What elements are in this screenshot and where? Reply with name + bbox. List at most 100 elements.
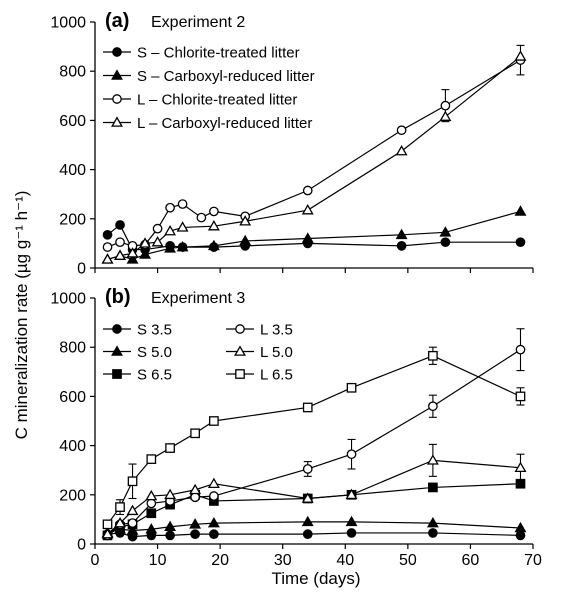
- data-point: [514, 205, 527, 216]
- series-l-6-5: [102, 346, 526, 530]
- y-tick-label: 200: [59, 487, 86, 504]
- data-point: [428, 401, 438, 412]
- data-point: [346, 528, 357, 538]
- chart-panel-a: 0 200 400 600 800 1000 (a) Experiment 2 S – Chlo…: [50, 10, 534, 278]
- x-axis-title: Time (days): [271, 569, 360, 588]
- data-point: [115, 502, 125, 512]
- data-point: [515, 237, 526, 248]
- data-point: [209, 206, 219, 217]
- x-tick-label: 0: [91, 552, 100, 569]
- y-tick-label: 0: [77, 537, 86, 554]
- data-point: [428, 482, 438, 493]
- data-point: [101, 528, 114, 539]
- data-point: [209, 416, 219, 426]
- data-point: [207, 516, 220, 528]
- data-point: [126, 253, 139, 264]
- data-point: [302, 402, 313, 413]
- legend-marker: [111, 116, 123, 127]
- data-point: [209, 529, 219, 540]
- legend-marker: [112, 324, 122, 334]
- legend-marker: [112, 369, 122, 379]
- data-point: [164, 520, 177, 532]
- y-tick-label: 1000: [50, 291, 86, 308]
- data-point: [145, 489, 158, 501]
- legend-marker: [112, 47, 122, 57]
- data-point: [152, 223, 163, 234]
- data-point: [346, 382, 357, 393]
- panel-letter: (b): [105, 286, 131, 308]
- data-point: [395, 228, 408, 240]
- x-tick-label: 50: [399, 552, 417, 569]
- data-point: [126, 247, 139, 258]
- y-tick-label: 1000: [50, 15, 86, 32]
- data-point: [176, 221, 189, 232]
- data-point: [101, 253, 114, 264]
- data-point: [426, 454, 439, 465]
- series-l-5-0: [101, 443, 527, 539]
- data-point: [345, 488, 358, 500]
- data-point: [146, 454, 157, 464]
- series-line: [107, 59, 521, 248]
- legend-label: S 3.5: [137, 322, 172, 339]
- data-point: [114, 249, 126, 260]
- legend-label: L – Carboxyl-reduced litter: [137, 115, 312, 132]
- data-point: [165, 530, 175, 541]
- panel-letter: (a): [105, 10, 129, 32]
- data-point: [514, 461, 527, 473]
- data-point: [207, 477, 220, 489]
- x-tick-label: 60: [462, 552, 480, 569]
- legend-label: L 3.5: [260, 322, 293, 339]
- data-point: [139, 237, 152, 248]
- data-point: [301, 515, 314, 527]
- data-point: [439, 226, 452, 237]
- data-point: [127, 476, 138, 487]
- data-point: [515, 344, 526, 355]
- data-point: [396, 241, 407, 251]
- data-point: [514, 50, 527, 61]
- data-point: [115, 220, 125, 230]
- legend-label: S – Carboxyl-reduced litter: [137, 68, 315, 85]
- data-point: [102, 519, 113, 530]
- legend-marker: [111, 345, 123, 356]
- data-point: [190, 529, 200, 540]
- chart-panel-b: 0 200 400 600 800 1000 0 10 20 30 40 50 60 70 (b) Exper…: [50, 286, 542, 569]
- x-tick-label: 30: [274, 552, 292, 569]
- data-point: [126, 504, 139, 516]
- panel-title: Experiment 2: [151, 14, 245, 31]
- data-point: [164, 242, 177, 253]
- legend-label: L 5.0: [260, 344, 293, 361]
- data-point: [115, 237, 125, 248]
- data-point: [440, 237, 451, 248]
- data-point: [209, 491, 219, 501]
- data-point: [189, 518, 202, 529]
- x-tick-label: 20: [211, 552, 229, 569]
- data-point: [151, 236, 164, 247]
- x-tick-label: 70: [524, 552, 542, 569]
- legend-marker: [235, 324, 245, 334]
- data-point: [396, 125, 407, 136]
- data-point: [196, 212, 207, 223]
- legend-marker: [112, 94, 122, 104]
- legend-label: S 5.0: [137, 344, 172, 361]
- x-tick-label: 10: [149, 552, 167, 569]
- data-point: [126, 524, 139, 535]
- legend-label: S – Chlorite-treated litter: [137, 45, 300, 62]
- legend-marker: [111, 69, 123, 80]
- data-point: [346, 449, 357, 460]
- data-point: [428, 350, 438, 361]
- y-tick-label: 400: [59, 438, 86, 455]
- data-point: [139, 248, 152, 259]
- data-point: [102, 229, 113, 240]
- panel-title: Experiment 3: [151, 290, 245, 307]
- y-tick-label: 200: [59, 211, 86, 228]
- data-point: [146, 498, 157, 509]
- data-point: [440, 100, 451, 111]
- legend-label: S 6.5: [137, 367, 172, 384]
- data-point: [164, 224, 177, 236]
- data-point: [239, 215, 252, 226]
- data-point: [164, 488, 177, 500]
- data-point: [302, 529, 313, 540]
- legend: S – Chlorite-treated litter S – Carboxyl-…: [103, 45, 315, 132]
- data-point: [190, 428, 200, 439]
